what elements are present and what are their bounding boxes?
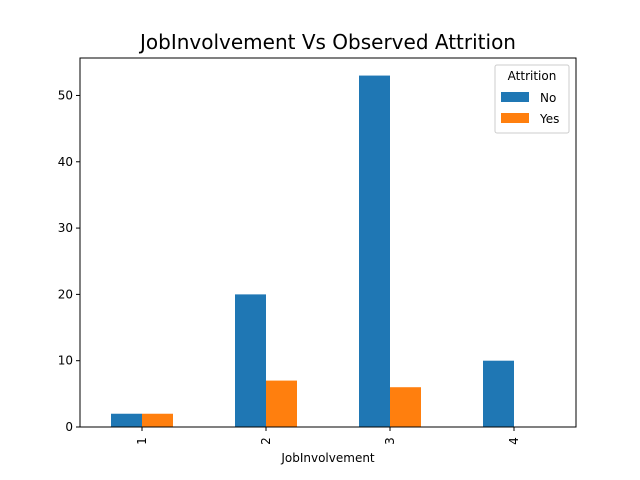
y-tick-label: 20 — [58, 287, 73, 301]
x-tick-label: 2 — [259, 437, 273, 445]
legend-label-yes: Yes — [539, 112, 559, 126]
x-tick-label: 4 — [507, 437, 521, 445]
x-axis-title: JobInvolvement — [280, 451, 375, 465]
bars-layer — [111, 75, 514, 428]
legend-swatch-no — [501, 92, 529, 102]
bar-yes-3 — [390, 387, 421, 427]
bar-yes-1 — [142, 413, 173, 427]
plot-area: 0 10 20 30 40 50 1 2 3 4 — [58, 57, 577, 445]
legend: Attrition No Yes — [494, 64, 570, 134]
y-tick-label: 40 — [58, 155, 73, 169]
x-tick-label: 3 — [383, 437, 397, 445]
y-axis: 0 10 20 30 40 50 — [58, 88, 80, 434]
y-tick-label: 10 — [58, 354, 73, 368]
legend-label-no: No — [540, 91, 556, 105]
legend-entries: No Yes — [501, 91, 559, 126]
x-tick-label: 1 — [135, 437, 149, 445]
y-tick-label: 50 — [58, 88, 73, 102]
y-tick-label: 0 — [65, 420, 73, 434]
bar-yes-2 — [266, 380, 297, 427]
bar-no-3 — [359, 75, 390, 428]
x-axis: 1 2 3 4 — [135, 427, 521, 445]
bar-no-2 — [235, 294, 266, 427]
plot-frame — [79, 57, 577, 428]
bar-no-1 — [111, 413, 142, 427]
legend-swatch-yes — [501, 113, 529, 123]
bar-no-4 — [483, 360, 514, 427]
chart-title: JobInvolvement Vs Observed Attrition — [138, 30, 516, 54]
y-tick-label: 30 — [58, 221, 73, 235]
legend-title: Attrition — [508, 69, 557, 83]
